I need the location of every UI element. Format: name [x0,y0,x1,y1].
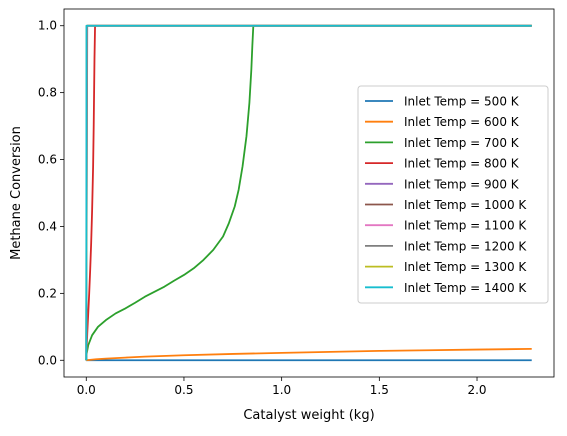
legend-label: Inlet Temp = 800 K [404,157,520,171]
plot-frame [63,8,555,378]
x-axis: 0.0 0.5 1.0 1.5 2.0 [77,377,487,397]
legend-label: Inlet Temp = 900 K [404,177,520,191]
legend-label: Inlet Temp = 600 K [404,115,520,129]
y-tick-label: 0.4 [38,219,57,233]
legend-label: Inlet Temp = 1000 K [404,198,527,212]
x-axis-label: Catalyst weight (kg) [243,408,374,423]
x-tick-label: 1.0 [272,383,291,397]
y-tick-label: 0.8 [38,86,57,100]
legend-label: Inlet Temp = 1200 K [404,239,527,253]
y-axis-label: Methane Conversion [9,126,24,260]
x-tick-label: 2.0 [467,383,486,397]
legend-label: Inlet Temp = 1100 K [404,219,527,233]
series-line-4 [85,24,532,361]
series-layer [85,24,532,362]
x-tick-label: 0.0 [77,383,96,397]
y-tick-label: 0.6 [38,153,57,167]
y-axis: 0.0 0.2 0.4 0.6 0.8 1.0 [38,19,64,367]
y-tick-label: 1.0 [38,19,57,33]
series-line-2 [86,348,532,362]
y-tick-label: 0.0 [38,353,57,367]
legend-label: Inlet Temp = 1300 K [404,260,527,274]
legend-label: Inlet Temp = 1400 K [404,281,527,295]
series-line-3 [85,24,532,361]
legend-label: Inlet Temp = 700 K [404,136,520,150]
legend-label: Inlet Temp = 500 K [404,95,520,109]
y-tick-label: 0.2 [38,286,57,300]
x-tick-label: 0.5 [174,383,193,397]
legend: Inlet Temp = 500 K Inlet Temp = 600 K Inle… [357,85,549,304]
x-tick-label: 1.5 [370,383,389,397]
legend-box [357,85,549,304]
series-line-10 [85,24,532,361]
